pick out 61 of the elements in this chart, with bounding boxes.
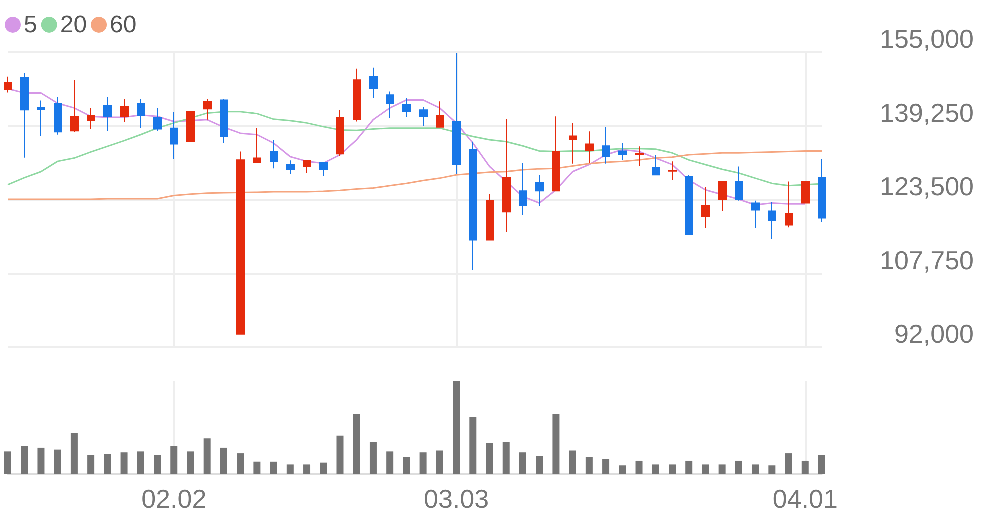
x-tick-label: 03.03	[424, 484, 490, 514]
legend-label: 5	[24, 12, 38, 38]
bar	[752, 464, 760, 474]
bar	[486, 443, 494, 474]
y-tick-label: 155,000	[880, 24, 974, 54]
y-tick-label: 123,500	[880, 172, 974, 202]
bar	[286, 464, 294, 474]
y-tick-label: 92,000	[894, 319, 974, 349]
bar	[70, 433, 78, 474]
bar	[768, 466, 776, 474]
bar	[187, 452, 194, 474]
bar	[502, 442, 510, 474]
bar	[420, 452, 427, 474]
bar	[204, 438, 211, 474]
bar	[88, 455, 95, 474]
bar	[220, 448, 228, 474]
bar	[818, 455, 826, 474]
bar	[802, 460, 809, 474]
x-tick-label: 04.01	[772, 484, 838, 514]
bar	[21, 446, 28, 474]
bar	[54, 450, 62, 474]
bar	[718, 464, 726, 474]
bar	[104, 454, 112, 474]
legend-label: 20	[60, 12, 88, 38]
bar	[386, 452, 394, 474]
x-tick-label: 02.02	[142, 484, 207, 514]
bar	[702, 464, 710, 474]
y-tick-label: 139,250	[880, 98, 974, 128]
bar	[254, 462, 261, 474]
bar	[436, 450, 444, 474]
bar	[270, 462, 278, 474]
bar	[785, 454, 792, 474]
legend-label: 60	[110, 12, 137, 38]
bar	[370, 442, 377, 474]
bar	[4, 452, 12, 474]
bar	[120, 452, 128, 474]
bar	[38, 448, 45, 474]
bar	[602, 459, 610, 474]
bar	[735, 460, 742, 474]
bar	[170, 446, 178, 474]
bar	[636, 460, 643, 474]
bar	[336, 436, 344, 474]
bar	[519, 452, 526, 474]
bar	[586, 457, 593, 474]
bar	[686, 460, 693, 474]
bar	[320, 462, 328, 474]
bar	[536, 456, 544, 474]
bar	[353, 414, 360, 474]
bar	[453, 381, 460, 474]
bar	[403, 457, 410, 474]
bar	[154, 455, 162, 474]
bar	[137, 452, 144, 474]
bar	[569, 450, 576, 474]
bar	[619, 466, 626, 474]
y-tick-label: 107,750	[880, 245, 974, 276]
bar	[668, 464, 676, 474]
bar	[304, 464, 311, 474]
bar	[552, 414, 560, 474]
bar	[237, 454, 244, 474]
bar	[470, 417, 477, 474]
bar	[652, 464, 660, 474]
